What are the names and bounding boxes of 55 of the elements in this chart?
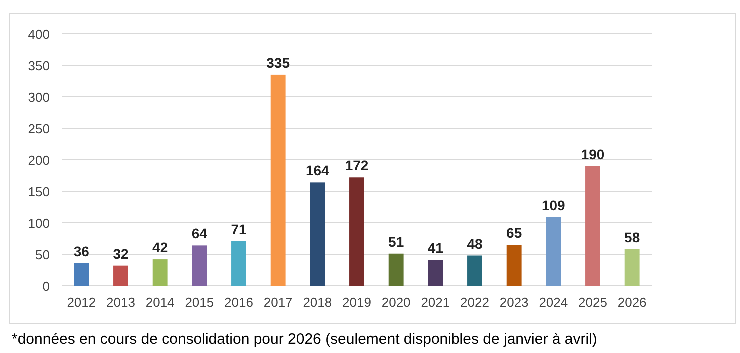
y-tick-label: 300	[28, 90, 50, 105]
y-tick-label: 400	[28, 27, 50, 42]
x-tick-label: 2025	[578, 295, 608, 310]
x-tick-label: 2016	[224, 295, 254, 310]
x-tick-label: 2018	[303, 295, 332, 310]
x-tick-label: 2022	[460, 295, 490, 310]
data-label: 65	[506, 225, 522, 242]
y-tick-label: 250	[28, 122, 50, 136]
bar	[270, 74, 286, 286]
data-label: 109	[542, 197, 566, 214]
bar	[232, 241, 246, 286]
bar	[350, 178, 364, 286]
y-tick-label: 100	[28, 216, 50, 231]
y-tick-label: 350	[28, 58, 50, 74]
bar	[152, 260, 168, 286]
data-label: 172	[345, 158, 369, 174]
data-label: 164	[306, 162, 330, 179]
data-label: 64	[192, 226, 208, 242]
bar	[388, 254, 404, 286]
data-label: 36	[74, 243, 90, 260]
x-tick-label: 2015	[185, 295, 214, 310]
y-tick-label: 0	[42, 279, 50, 294]
data-label: 48	[467, 236, 483, 252]
bar	[192, 246, 208, 286]
bar	[506, 245, 522, 286]
data-label: 71	[231, 221, 247, 238]
y-tick-label: 150	[28, 184, 50, 200]
data-label: 190	[581, 146, 605, 162]
x-tick-label: 2026	[618, 295, 647, 310]
x-tick-label: 2020	[382, 295, 411, 310]
data-label: 42	[152, 240, 168, 256]
x-tick-label: 2017	[264, 295, 293, 310]
x-tick-label: 2023	[500, 295, 529, 310]
x-tick-label: 2021	[421, 295, 450, 310]
y-tick-label: 200	[28, 153, 50, 168]
bar	[546, 217, 562, 286]
y-tick-label: 50	[36, 248, 50, 262]
bar	[74, 263, 90, 286]
data-label: 58	[624, 229, 640, 246]
data-label: 32	[113, 246, 129, 262]
text: *données en cours de consolidation pour 2026 (seulement disponibles de janvier à avril)	[12, 331, 598, 348]
data-label: 335	[266, 54, 290, 71]
data-label: 51	[388, 234, 404, 250]
x-tick-label: 2013	[106, 295, 136, 310]
x-tick-label: 2012	[67, 295, 96, 310]
bar	[310, 182, 326, 286]
x-tick-label: 2014	[146, 295, 175, 310]
bar	[468, 256, 482, 286]
x-tick-label: 2024	[539, 295, 568, 310]
bar	[428, 260, 444, 286]
x-tick-label: 2019	[342, 295, 372, 310]
bar	[586, 166, 600, 286]
bar	[114, 266, 128, 286]
data-label: 41	[428, 240, 444, 256]
bar	[624, 249, 640, 286]
